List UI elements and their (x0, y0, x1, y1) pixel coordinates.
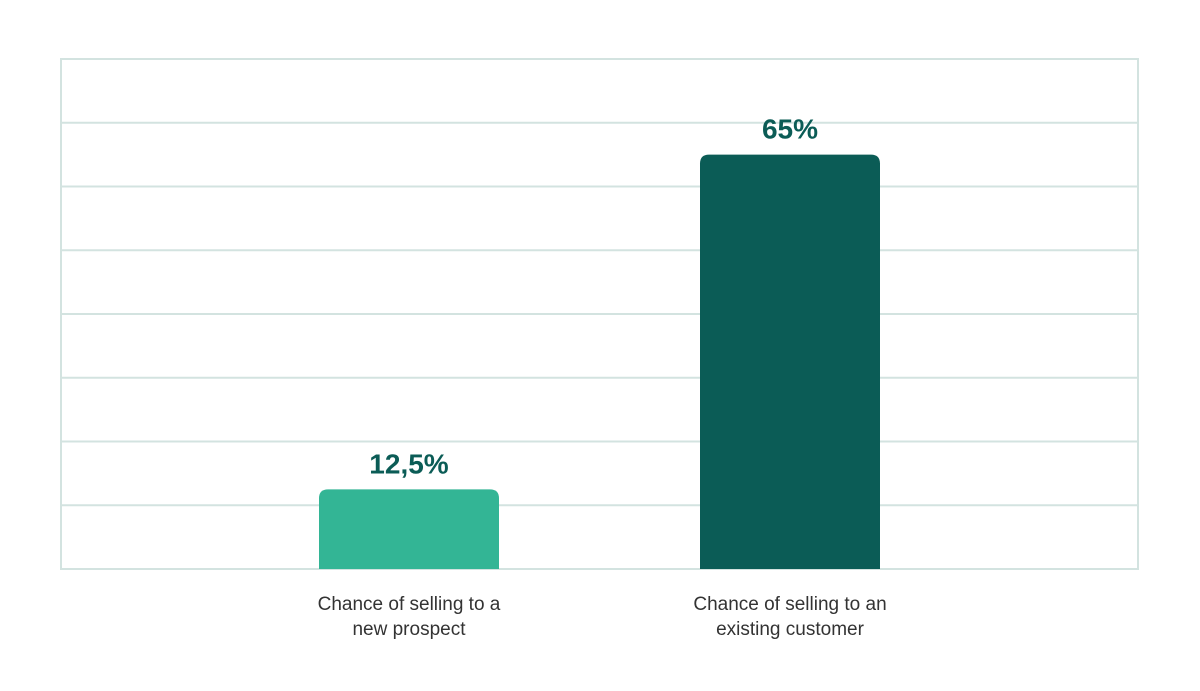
bar-2 (700, 154, 880, 569)
value-labels: 12,5% 65% (369, 114, 818, 480)
category-label-1-line-1: Chance of selling to a (318, 594, 501, 615)
category-labels: Chance of selling to a new prospect Chance… (318, 594, 887, 640)
category-label-2-line-1: Chance of selling to an (693, 594, 886, 615)
value-label-1: 12,5% (369, 448, 448, 479)
bars (319, 154, 880, 569)
category-label-2-line-2: existing customer (716, 619, 865, 640)
bar-1 (319, 489, 499, 569)
plot-frame (60, 58, 1139, 570)
value-label-2: 65% (762, 114, 818, 145)
category-label-1-line-2: new prospect (352, 619, 466, 640)
gridlines (61, 121, 1138, 507)
